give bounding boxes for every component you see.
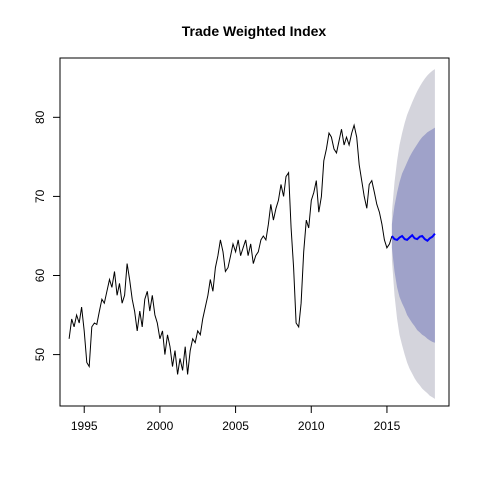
x-tick-label: 2005 <box>222 419 249 433</box>
x-tick-label: 2015 <box>374 419 401 433</box>
forecast-mean-line <box>391 232 436 242</box>
x-axis: 1995 2000 2005 2010 2015 <box>71 405 401 433</box>
y-tick-label: 80 <box>33 110 47 124</box>
history-series-line <box>68 123 393 375</box>
series-layer <box>68 123 436 375</box>
forecast-intervals <box>391 69 435 399</box>
y-tick-label: 50 <box>33 348 47 362</box>
x-tick-label: 2010 <box>298 419 325 433</box>
y-axis: 50 60 70 80 <box>33 110 61 362</box>
y-tick-label: 60 <box>33 269 47 283</box>
chart-title: Trade Weighted Index <box>182 23 327 39</box>
y-tick-label: 70 <box>33 189 47 203</box>
x-tick-label: 2000 <box>147 419 174 433</box>
x-tick-label: 1995 <box>71 419 98 433</box>
plot-frame <box>59 57 450 407</box>
